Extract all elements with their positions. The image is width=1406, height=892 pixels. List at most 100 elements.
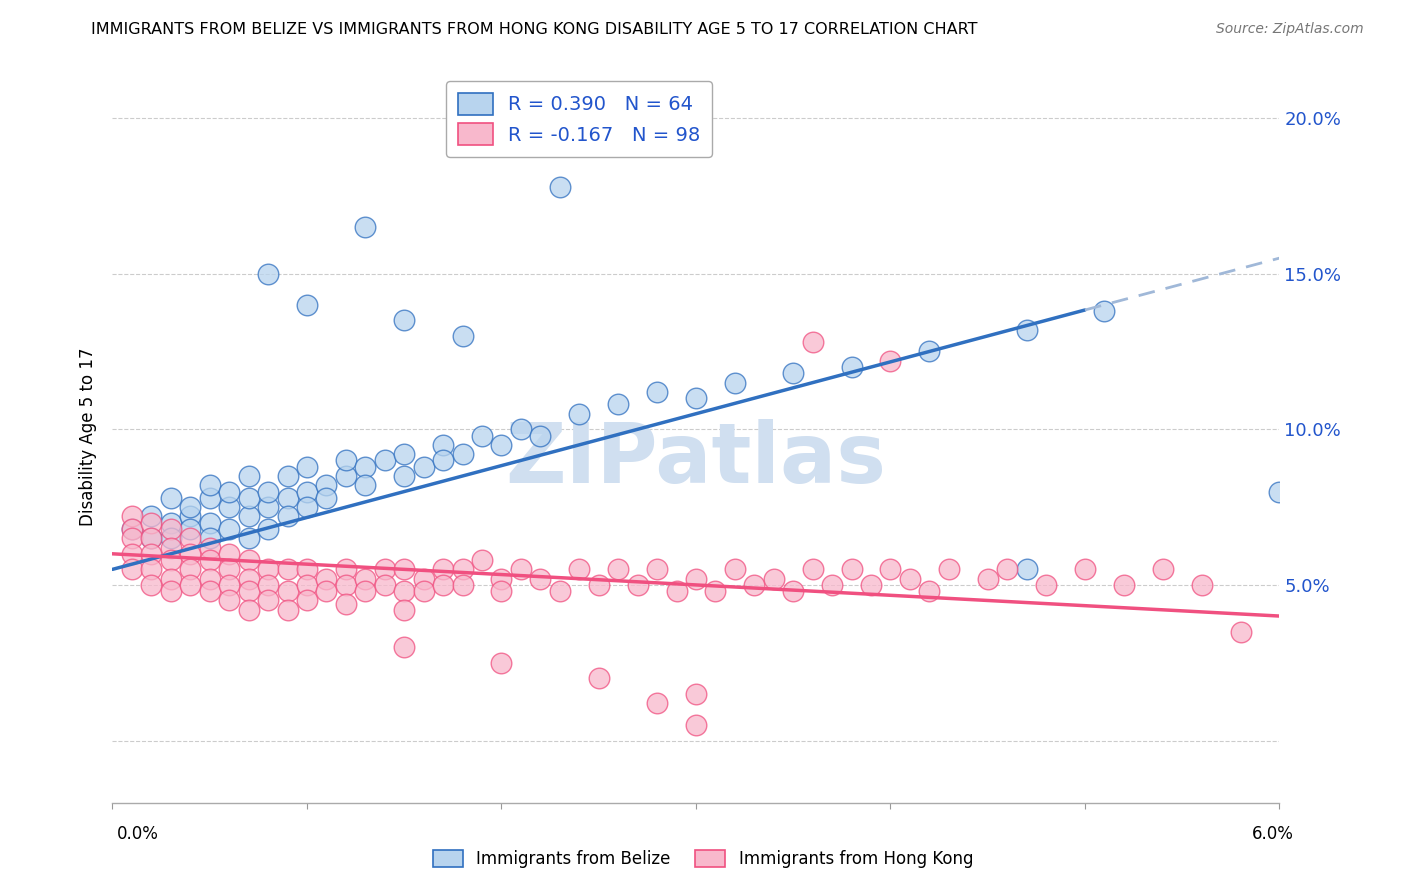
Point — [121, 522, 143, 536]
Point — [121, 562, 143, 576]
Point — [198, 478, 221, 492]
Point — [295, 484, 318, 499]
Point — [160, 553, 183, 567]
Point — [801, 335, 824, 350]
Point — [491, 656, 513, 670]
Point — [121, 522, 143, 536]
Point — [315, 572, 337, 586]
Point — [491, 438, 513, 452]
Point — [821, 578, 844, 592]
Point — [198, 491, 221, 505]
Point — [1035, 578, 1057, 592]
Point — [354, 584, 377, 599]
Point — [257, 267, 280, 281]
Point — [685, 718, 707, 732]
Point — [645, 384, 668, 399]
Text: ZIPatlas: ZIPatlas — [506, 418, 886, 500]
Point — [374, 578, 396, 592]
Point — [238, 603, 260, 617]
Point — [179, 509, 201, 524]
Point — [918, 584, 941, 599]
Point — [295, 593, 318, 607]
Point — [374, 562, 396, 576]
Point — [179, 547, 201, 561]
Legend: R = 0.390   N = 64, R = -0.167   N = 98: R = 0.390 N = 64, R = -0.167 N = 98 — [446, 81, 713, 157]
Point — [121, 509, 143, 524]
Point — [295, 298, 318, 312]
Point — [276, 584, 298, 599]
Point — [218, 522, 240, 536]
Point — [471, 428, 494, 442]
Point — [1152, 562, 1174, 576]
Point — [179, 531, 201, 545]
Point — [257, 484, 280, 499]
Point — [295, 459, 318, 474]
Point — [198, 572, 221, 586]
Point — [141, 578, 163, 592]
Point — [451, 562, 474, 576]
Point — [238, 491, 260, 505]
Point — [238, 553, 260, 567]
Point — [1015, 323, 1038, 337]
Point — [257, 593, 280, 607]
Point — [218, 578, 240, 592]
Point — [257, 500, 280, 515]
Point — [1191, 578, 1213, 592]
Point — [451, 578, 474, 592]
Point — [276, 509, 298, 524]
Point — [1074, 562, 1097, 576]
Point — [645, 562, 668, 576]
Point — [160, 541, 183, 555]
Point — [335, 562, 357, 576]
Point — [645, 696, 668, 710]
Point — [218, 500, 240, 515]
Point — [1015, 562, 1038, 576]
Point — [315, 584, 337, 599]
Point — [179, 562, 201, 576]
Point — [432, 453, 454, 467]
Legend: Immigrants from Belize, Immigrants from Hong Kong: Immigrants from Belize, Immigrants from … — [426, 843, 980, 875]
Point — [394, 313, 416, 327]
Point — [160, 572, 183, 586]
Point — [218, 562, 240, 576]
Point — [160, 491, 183, 505]
Point — [238, 584, 260, 599]
Point — [1094, 304, 1116, 318]
Point — [295, 562, 318, 576]
Point — [394, 469, 416, 483]
Point — [841, 562, 863, 576]
Point — [354, 478, 377, 492]
Point — [394, 603, 416, 617]
Text: 6.0%: 6.0% — [1251, 825, 1294, 843]
Point — [568, 407, 591, 421]
Point — [529, 428, 551, 442]
Point — [451, 447, 474, 461]
Point — [724, 376, 747, 390]
Point — [238, 531, 260, 545]
Point — [335, 578, 357, 592]
Point — [471, 553, 494, 567]
Point — [121, 547, 143, 561]
Point — [160, 584, 183, 599]
Point — [141, 531, 163, 545]
Point — [1229, 624, 1251, 639]
Point — [354, 572, 377, 586]
Point — [509, 422, 531, 436]
Point — [160, 531, 183, 545]
Point — [432, 438, 454, 452]
Point — [588, 578, 610, 592]
Point — [218, 547, 240, 561]
Point — [141, 562, 163, 576]
Point — [685, 391, 707, 405]
Point — [295, 578, 318, 592]
Point — [315, 491, 337, 505]
Point — [335, 453, 357, 467]
Point — [782, 366, 804, 380]
Point — [432, 578, 454, 592]
Point — [238, 509, 260, 524]
Point — [374, 453, 396, 467]
Point — [898, 572, 921, 586]
Point — [218, 484, 240, 499]
Point — [685, 572, 707, 586]
Point — [1112, 578, 1135, 592]
